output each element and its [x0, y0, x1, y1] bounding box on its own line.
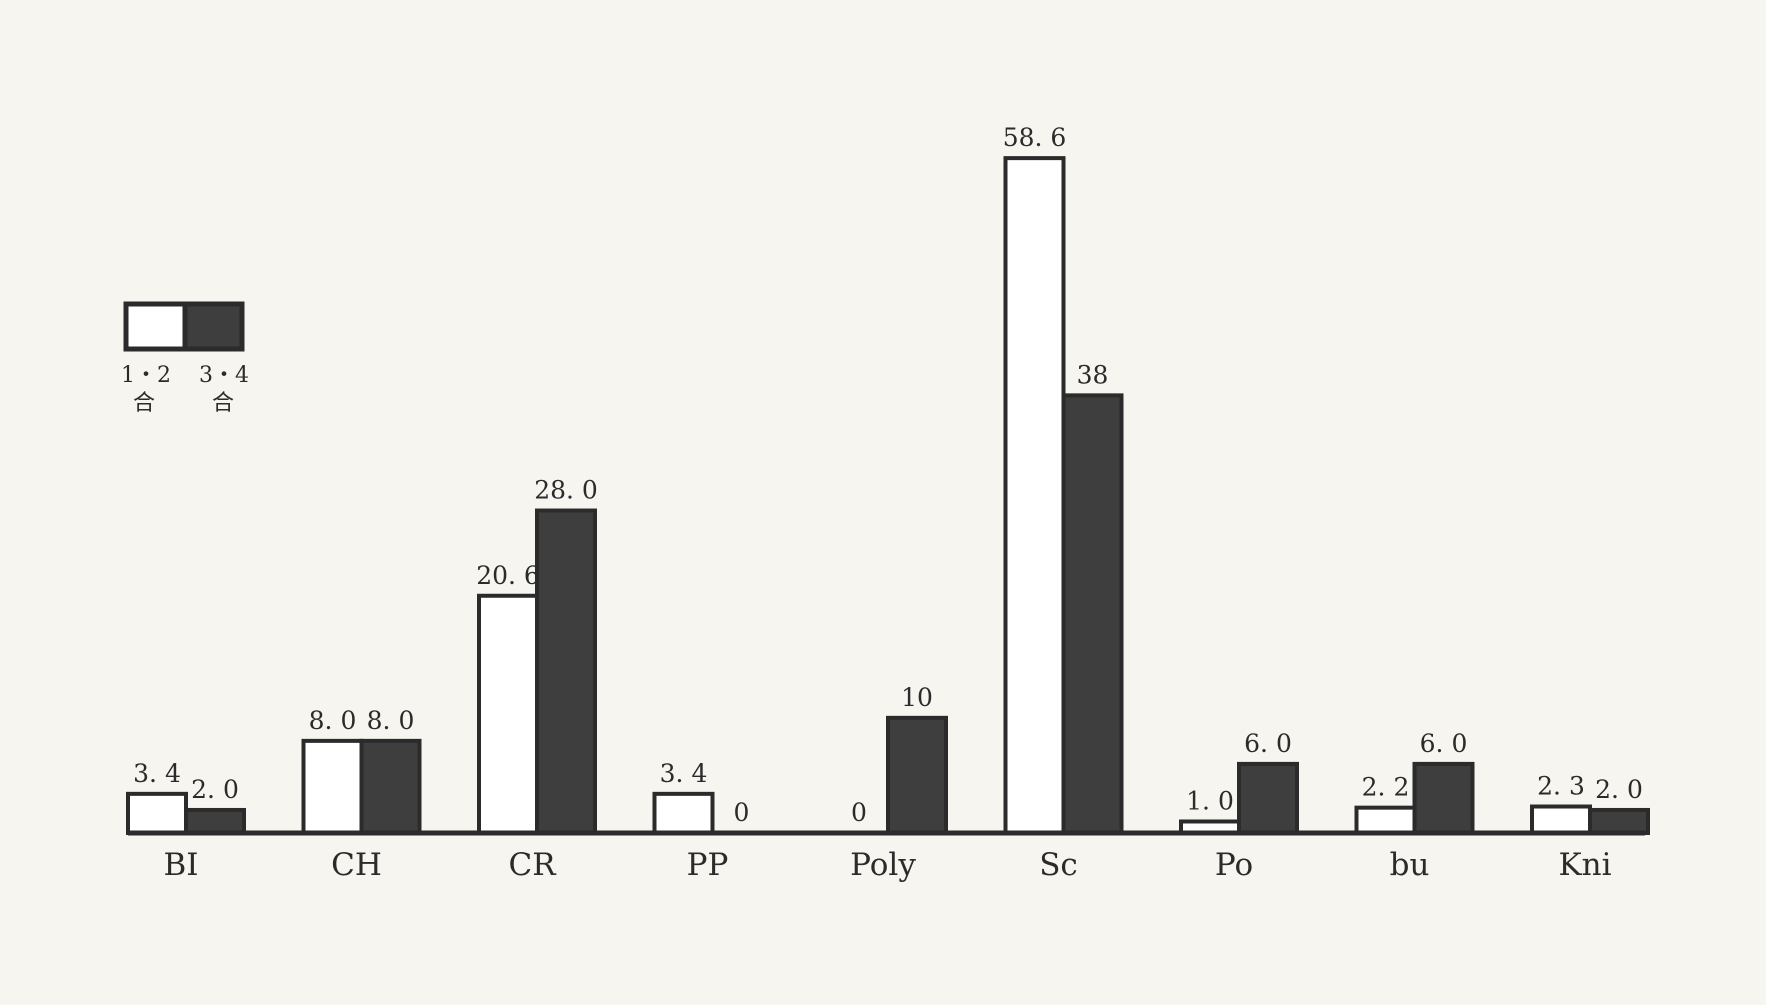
- value-label-sc-series-2: 38: [1077, 360, 1109, 389]
- category-label-sc: Sc: [1039, 847, 1078, 883]
- value-label-cr-series-1: 20. 6: [476, 561, 540, 590]
- value-label-ch-series-1: 8. 0: [309, 706, 357, 735]
- value-label-kni-series-1: 2. 3: [1537, 772, 1585, 801]
- category-label-po: Po: [1215, 847, 1253, 883]
- bar-po-series-2: [1237, 761, 1299, 836]
- value-label-po-series-1: 1. 0: [1186, 786, 1234, 815]
- bar-kni-series-2: [1588, 807, 1650, 836]
- value-label-bi-series-2: 2. 0: [191, 775, 239, 804]
- legend-label-series-2-line1: 3・4: [199, 363, 249, 388]
- bar-sc-series-1: [1003, 156, 1066, 835]
- category-label-kni: Kni: [1558, 847, 1611, 883]
- bar-ch-series-1: [301, 738, 364, 835]
- value-label-po-series-2: 6. 0: [1244, 729, 1292, 758]
- bar-ch-series-2: [359, 738, 422, 835]
- bar-sc-series-2: [1061, 393, 1124, 835]
- value-label-pp-series-1: 3. 4: [660, 759, 708, 788]
- bar-cr-series-2: [535, 508, 597, 835]
- legend-label-series-1-line1: 1・2: [121, 363, 171, 388]
- value-label-cr-series-2: 28. 0: [534, 476, 598, 505]
- legend-label-series-2-line2: 合: [212, 391, 234, 416]
- value-label-kni-series-2: 2. 0: [1595, 775, 1643, 804]
- bar-bu-series-1: [1354, 805, 1417, 835]
- value-label-bu-series-1: 2. 2: [1362, 773, 1410, 802]
- legend-swatch-series-1: [123, 301, 188, 352]
- category-label-poly: Poly: [850, 847, 916, 883]
- bar-bi-series-1: [126, 791, 188, 835]
- category-label-bu: bu: [1390, 847, 1430, 883]
- legend-label-series-1-line2: 合: [133, 391, 155, 416]
- value-label-bu-series-2: 6. 0: [1420, 729, 1468, 758]
- bars-layer: [126, 156, 1650, 836]
- bar-bi-series-2: [184, 807, 246, 836]
- value-label-bi-series-1: 3. 4: [133, 759, 181, 788]
- value-label-pp-series-2: 0: [734, 798, 750, 827]
- bar-bu-series-2: [1412, 761, 1475, 836]
- bar-kni-series-1: [1530, 804, 1592, 835]
- category-label-pp: PP: [687, 847, 729, 883]
- value-label-poly-series-1: 0: [851, 798, 867, 827]
- value-label-sc-series-1: 58. 6: [1003, 123, 1067, 152]
- category-label-ch: CH: [331, 847, 382, 883]
- category-label-bi: BI: [163, 847, 198, 883]
- bar-pp-series-1: [652, 791, 715, 835]
- legend: 1・2 合 3・4 合: [121, 301, 249, 416]
- bar-cr-series-1: [477, 593, 539, 835]
- legend-swatch-series-2: [182, 301, 245, 352]
- category-label-cr: CR: [508, 847, 557, 883]
- bar-poly-series-2: [886, 715, 948, 835]
- value-label-poly-series-2: 10: [901, 683, 933, 712]
- value-label-ch-series-2: 8. 0: [367, 706, 415, 735]
